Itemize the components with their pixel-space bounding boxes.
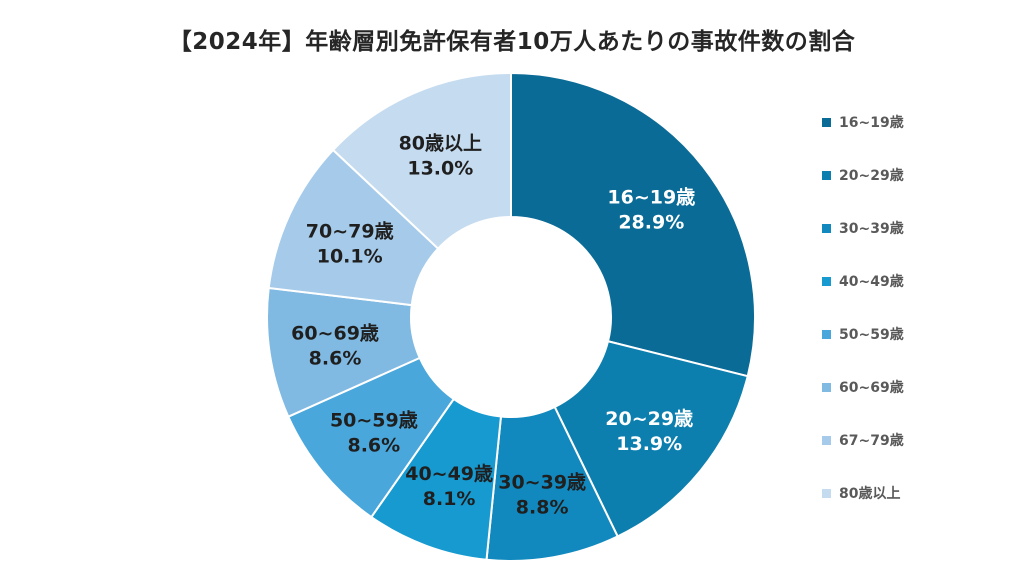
- slice-data-label: 16~19歳 28.9%: [607, 186, 695, 233]
- slice-data-label: 20~29歳 13.9%: [605, 408, 693, 455]
- slice-data-label: 50~59歳 8.6%: [330, 409, 418, 456]
- slice-category-label: 70~79歳: [306, 221, 394, 243]
- slice-category-label: 20~29歳: [605, 408, 693, 430]
- slice-percent-label: 28.9%: [618, 211, 684, 233]
- chart-title: 【2024年】年齢層別免許保有者10万人あたりの事故件数の割合: [168, 29, 856, 55]
- slice-data-label: 30~39歳 8.8%: [498, 471, 586, 518]
- legend-swatch: [822, 489, 831, 498]
- legend-label: 60~69歳: [839, 380, 904, 396]
- legend-label: 30~39歳: [839, 221, 904, 237]
- slice-data-label: 60~69歳 8.6%: [291, 323, 379, 370]
- pie-slice: [510, 71, 756, 378]
- slice-data-label: 40~49歳 8.1%: [405, 463, 493, 510]
- legend-swatch: [822, 383, 831, 392]
- slice-percent-label: 10.1%: [317, 246, 383, 268]
- slice-percent-label: 8.8%: [516, 496, 569, 518]
- legend-swatch: [822, 224, 831, 233]
- slice-category-label: 16~19歳: [607, 186, 695, 208]
- slice-percent-label: 8.6%: [309, 348, 362, 370]
- slice-category-label: 80歳以上: [399, 133, 482, 155]
- legend-label: 40~49歳: [839, 274, 904, 290]
- slice-category-label: 30~39歳: [498, 471, 586, 493]
- pie-slice: [331, 71, 512, 250]
- legend-swatch: [822, 436, 831, 445]
- slice-percent-label: 8.1%: [423, 488, 476, 510]
- slice-category-label: 50~59歳: [330, 409, 418, 431]
- legend-swatch: [822, 118, 831, 127]
- pie-slice: [553, 340, 749, 538]
- slice-data-label: 70~79歳 10.1%: [306, 221, 394, 268]
- slice-category-label: 60~69歳: [291, 323, 379, 345]
- legend-swatch: [822, 330, 831, 339]
- legend-label: 50~59歳: [839, 327, 904, 343]
- legend-swatch: [822, 171, 831, 180]
- legend-label: 16~19歳: [839, 115, 904, 131]
- slice-data-label: 80歳以上 13.0%: [399, 133, 482, 180]
- slice-percent-label: 13.9%: [616, 433, 682, 455]
- slice-category-label: 40~49歳: [405, 463, 493, 485]
- slice-percent-label: 8.6%: [347, 434, 400, 456]
- legend-label: 67~79歳: [839, 433, 904, 449]
- legend-label: 80歳以上: [839, 486, 901, 502]
- legend-label: 20~29歳: [839, 168, 904, 184]
- legend-swatch: [822, 277, 831, 286]
- slice-percent-label: 13.0%: [407, 158, 473, 180]
